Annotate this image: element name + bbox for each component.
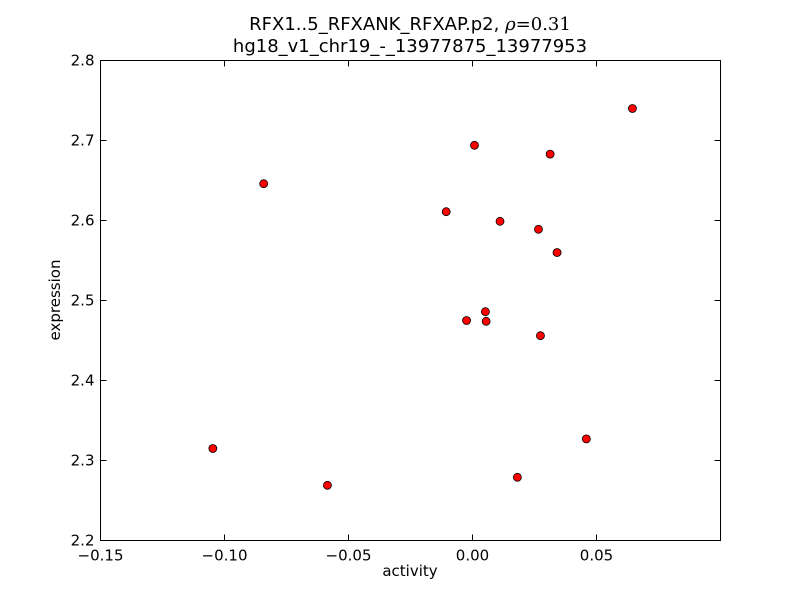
data-point: [209, 445, 217, 453]
x-axis-label: activity: [382, 562, 437, 580]
y-tick-label: 2.3: [71, 452, 95, 470]
y-tick-label: 2.2: [71, 532, 95, 550]
chart-title-rho-symbol: ρ: [504, 14, 516, 35]
y-tick-label: 2.6: [71, 212, 95, 230]
data-point: [496, 217, 504, 225]
data-point: [463, 317, 471, 325]
data-point: [546, 150, 554, 158]
data-point: [260, 180, 268, 188]
x-tick-label: −0.05: [326, 547, 372, 565]
y-tick-label: 2.5: [71, 292, 95, 310]
data-point: [553, 249, 561, 257]
data-point: [323, 481, 331, 489]
y-tick-label: 2.7: [71, 132, 95, 150]
data-point: [442, 208, 450, 216]
x-tick-label: 0.05: [580, 547, 613, 565]
y-tick-label: 2.8: [71, 52, 95, 70]
data-point: [536, 332, 544, 340]
chart-title-rho-value: =0.31: [516, 14, 571, 35]
data-point: [628, 105, 636, 113]
chart-title-line2: hg18_v1_chr19_-_13977875_13977953: [233, 36, 587, 57]
data-point: [482, 317, 490, 325]
y-axis-label: expression: [46, 260, 64, 341]
data-point: [582, 435, 590, 443]
y-tick-label: 2.4: [71, 372, 95, 390]
data-point: [481, 308, 489, 316]
data-point: [513, 473, 521, 481]
x-tick-label: 0.00: [456, 547, 489, 565]
data-point: [470, 141, 478, 149]
chart-title-main: RFX1..5_RFXANK_RFXAP.p2,: [249, 14, 505, 35]
data-point: [534, 225, 542, 233]
chart-title-line1: RFX1..5_RFXANK_RFXAP.p2, ρ=0.31: [249, 14, 571, 35]
x-tick-label: −0.10: [202, 547, 248, 565]
